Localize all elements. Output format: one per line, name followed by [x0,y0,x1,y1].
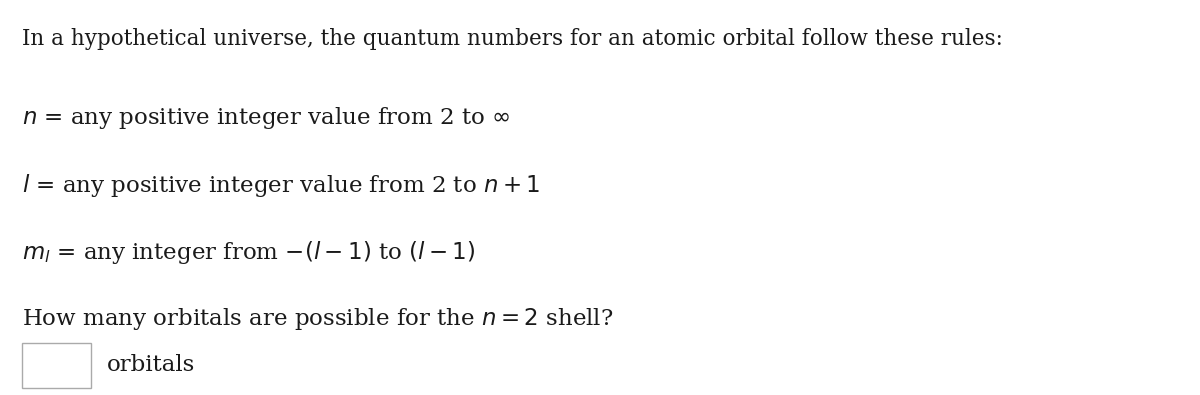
Text: orbitals: orbitals [107,354,196,376]
Text: How many orbitals are possible for the $n = 2$ shell?: How many orbitals are possible for the $… [22,306,613,332]
Text: $l$ = any positive integer value from 2 to $n+1$: $l$ = any positive integer value from 2 … [22,172,540,199]
Text: $m_l$ = any integer from $-(l-1)$ to $(l-1)$: $m_l$ = any integer from $-(l-1)$ to $(l… [22,239,475,266]
Text: In a hypothetical universe, the quantum numbers for an atomic orbital follow the: In a hypothetical universe, the quantum … [22,28,1002,50]
Text: $n$ = any positive integer value from 2 to $\infty$: $n$ = any positive integer value from 2 … [22,105,510,131]
FancyBboxPatch shape [22,342,91,388]
